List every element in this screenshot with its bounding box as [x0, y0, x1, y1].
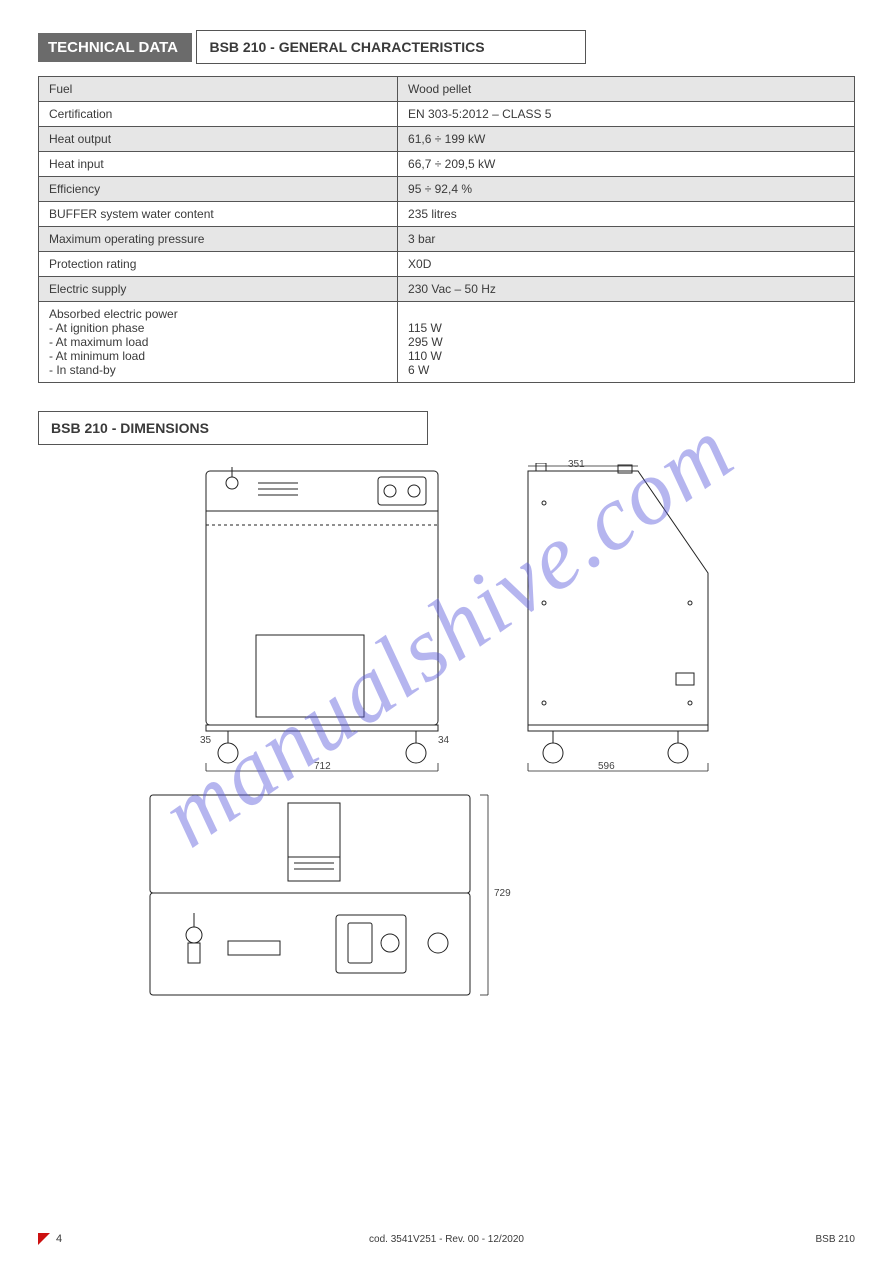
section-title-general: BSB 210 - GENERAL CHARACTERISTICS	[196, 30, 586, 64]
spec-value: 235 litres	[398, 202, 855, 227]
spec-label: Certification	[39, 102, 398, 127]
drawing-top-view	[138, 783, 508, 1013]
spec-label: Electric supply	[39, 277, 398, 302]
spec-value: EN 303-5:2012 – CLASS 5	[398, 102, 855, 127]
page-footer: 4 cod. 3541V251 - Rev. 00 - 12/2020 BSB …	[38, 1225, 855, 1245]
spec-value: 95 ÷ 92,4 %	[398, 177, 855, 202]
spec-label: Heat output	[39, 127, 398, 152]
spec-label: Maximum operating pressure	[39, 227, 398, 252]
spec-label: Fuel	[39, 77, 398, 102]
dim-side-width: 596	[598, 761, 615, 772]
section-title-dimensions: BSB 210 - DIMENSIONS	[38, 411, 428, 445]
spec-label: Absorbed electric power - At ignition ph…	[39, 302, 398, 383]
spec-value: 230 Vac – 50 Hz	[398, 277, 855, 302]
spec-label: BUFFER system water content	[39, 202, 398, 227]
dim-top-height: 729	[494, 888, 511, 899]
spec-table: FuelWood pellet CertificationEN 303-5:20…	[38, 76, 855, 383]
spec-value: 66,7 ÷ 209,5 kW	[398, 152, 855, 177]
page-tab-title: TECHNICAL DATA	[38, 33, 192, 62]
footer-doc-code: cod. 3541V251 - Rev. 00 - 12/2020	[38, 1234, 855, 1245]
spec-value: 3 bar	[398, 227, 855, 252]
drawing-front-view	[188, 463, 478, 773]
spec-value: X0D	[398, 252, 855, 277]
drawing-side-view	[508, 463, 743, 773]
spec-value: 115 W 295 W 110 W 6 W	[398, 302, 855, 383]
spec-label: Efficiency	[39, 177, 398, 202]
dim-front-left: 35	[200, 735, 211, 746]
dim-front-right: 34	[438, 735, 449, 746]
dim-front-width: 712	[314, 761, 331, 772]
footer-model: BSB 210	[816, 1234, 855, 1245]
spec-value: Wood pellet	[398, 77, 855, 102]
spec-label: Heat input	[39, 152, 398, 177]
dim-side-top: 351	[568, 459, 585, 470]
spec-label: Protection rating	[39, 252, 398, 277]
spec-value: 61,6 ÷ 199 kW	[398, 127, 855, 152]
